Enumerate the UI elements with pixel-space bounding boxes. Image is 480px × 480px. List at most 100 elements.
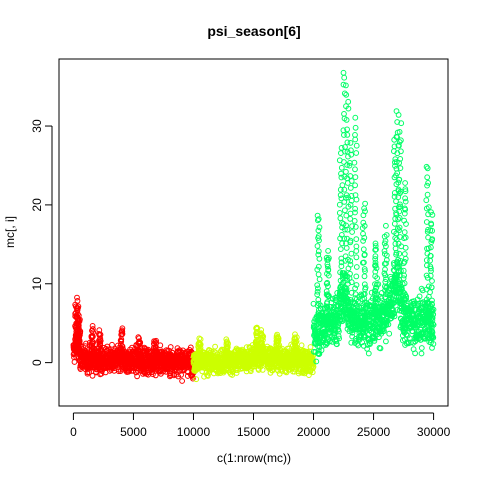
data-point (74, 294, 80, 301)
data-point (427, 289, 433, 296)
data-point (396, 215, 403, 221)
data-point (383, 285, 390, 291)
data-point (135, 334, 142, 341)
data-point (314, 288, 321, 295)
data-point (371, 290, 378, 297)
data-point (337, 192, 344, 199)
data-point (315, 285, 321, 292)
data-point (352, 166, 358, 173)
data-point (425, 180, 432, 186)
data-point (429, 297, 435, 304)
data-point (403, 313, 409, 320)
data-point (396, 250, 403, 257)
data-point (345, 280, 351, 287)
data-point (197, 336, 204, 343)
data-point (343, 222, 350, 229)
data-point (396, 224, 403, 231)
data-point (383, 315, 389, 322)
data-point (402, 234, 409, 241)
data-point (205, 373, 211, 379)
data-point (316, 315, 322, 322)
data-point (427, 263, 434, 270)
data-point (352, 182, 359, 189)
data-point (351, 218, 358, 224)
data-point (97, 341, 103, 348)
data-point (371, 302, 378, 309)
data-point (428, 244, 434, 251)
data-point (360, 259, 366, 266)
data-point (341, 90, 348, 97)
data-point (362, 268, 368, 275)
y-axis-label: mc[, i] (3, 216, 17, 248)
data-point (383, 291, 389, 298)
data-point (348, 303, 354, 310)
data-point (372, 268, 379, 275)
data-point (352, 300, 358, 306)
data-point (314, 282, 321, 289)
data-point (359, 339, 366, 346)
x-tick-label: 30000 (417, 425, 451, 439)
data-point (151, 338, 158, 345)
data-point (323, 254, 330, 261)
data-point (341, 111, 347, 117)
data-point (341, 270, 348, 277)
data-point (315, 248, 322, 255)
data-point (352, 209, 358, 216)
data-point (429, 237, 435, 244)
data-point (352, 224, 359, 230)
data-point (325, 248, 332, 254)
data-point (163, 347, 170, 354)
data-point (430, 334, 437, 341)
data-point (401, 217, 408, 224)
data-point (347, 185, 354, 191)
data-point (344, 139, 351, 146)
data-point (382, 266, 388, 273)
data-point (347, 270, 353, 277)
data-point (337, 246, 344, 253)
data-point (372, 262, 379, 268)
data-point (378, 295, 385, 302)
data-point (352, 205, 359, 212)
data-point (187, 344, 194, 351)
data-point (116, 366, 122, 373)
data-point (334, 341, 340, 348)
data-point (351, 159, 358, 166)
data-point (336, 328, 342, 335)
data-point (89, 323, 96, 329)
data-point (391, 260, 397, 266)
data-point (393, 211, 400, 218)
data-point (386, 330, 393, 337)
data-point (391, 313, 398, 320)
data-point (343, 245, 350, 251)
data-point (344, 300, 351, 306)
data-point (361, 266, 368, 272)
data-point (151, 340, 158, 347)
data-point (97, 354, 104, 361)
data-point (347, 201, 354, 208)
data-point (361, 223, 368, 229)
data-point (151, 357, 158, 364)
data-point (428, 209, 434, 216)
data-point (316, 224, 323, 231)
data-point (352, 132, 358, 138)
data-point (402, 198, 409, 205)
data-point (352, 285, 359, 292)
data-point (397, 289, 404, 296)
data-point (345, 105, 352, 112)
data-point (196, 335, 203, 342)
data-point (104, 343, 111, 350)
data-point (342, 144, 348, 150)
data-point (423, 163, 430, 170)
data-point (212, 343, 219, 350)
data-point (360, 219, 367, 226)
data-point (397, 165, 404, 172)
chart-title: psi_season[6] (207, 23, 300, 39)
y-axis: 0 10 20 30 (30, 119, 53, 366)
data-point (428, 284, 435, 291)
data-point (338, 170, 344, 177)
data-point (373, 284, 380, 291)
data-point (397, 156, 404, 162)
data-point (77, 332, 83, 339)
data-point (316, 312, 323, 319)
